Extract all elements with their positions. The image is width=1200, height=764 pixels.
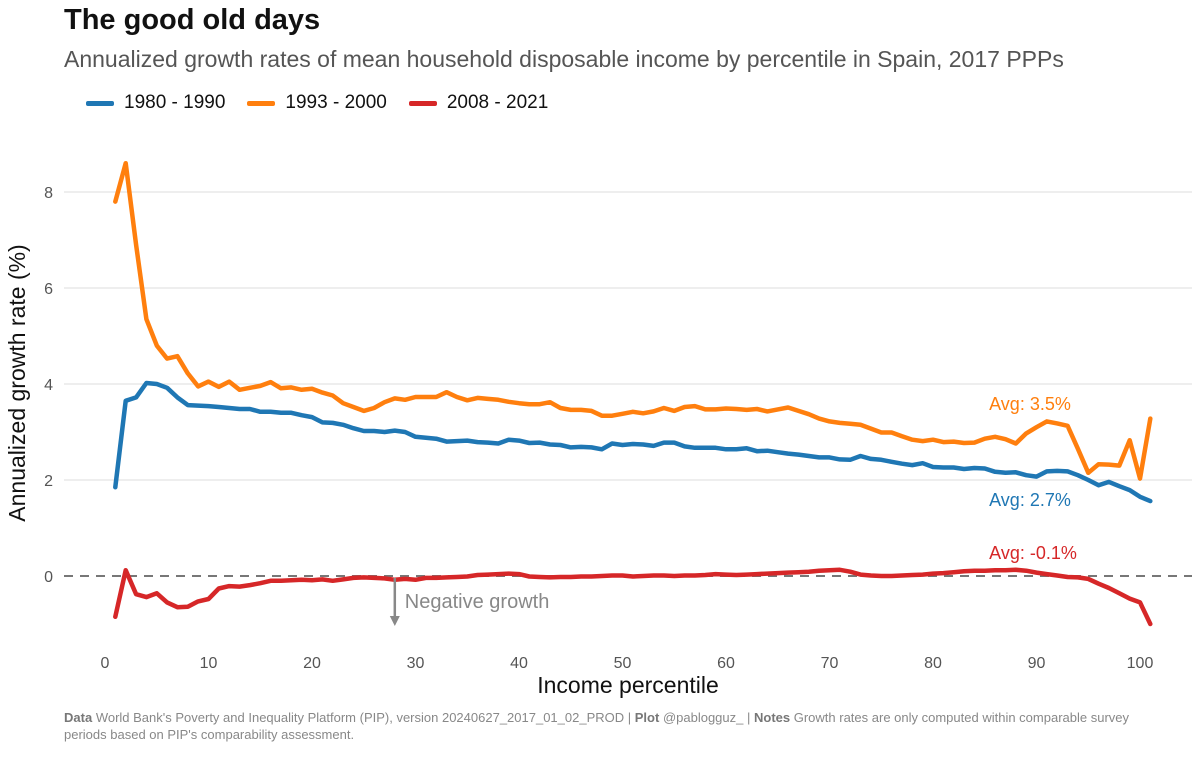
chart-title: The good old days — [64, 4, 321, 36]
series-line-1980-1990 — [113, 380, 1153, 504]
x-tick-label-10: 10 — [200, 655, 218, 672]
y-axis-label: Annualized growth rate (%) — [4, 244, 30, 521]
legend-item-1993-2000: 1993 - 2000 — [247, 92, 387, 114]
y-tick-label-6: 6 — [44, 281, 53, 298]
y-tick-labels: 0 2 4 6 8 — [44, 185, 53, 586]
x-axis-label: Income percentile — [537, 672, 719, 698]
x-tick-label-70: 70 — [821, 655, 839, 672]
series-average-labels: Avg: 2.7% Avg: 3.5% Avg: -0.1% — [989, 394, 1077, 563]
x-tick-label-80: 80 — [924, 655, 942, 672]
x-tick-label-60: 60 — [717, 655, 735, 672]
x-tick-label-100: 100 — [1127, 655, 1154, 672]
annotation-arrow-head — [389, 616, 400, 626]
legend: 1980 - 1990 1993 - 2000 2008 - 2021 — [86, 92, 570, 114]
x-tick-label-50: 50 — [614, 655, 632, 672]
negative-growth-annotation: Negative growth — [389, 578, 550, 626]
x-tick-label-90: 90 — [1028, 655, 1046, 672]
grid-lines — [64, 191, 1192, 481]
legend-swatch-1993-2000 — [247, 100, 276, 106]
series-line-1993-2000 — [113, 160, 1153, 481]
y-tick-label-8: 8 — [44, 185, 53, 202]
series-line-2008-2021 — [113, 567, 1153, 627]
x-tick-labels: 0 10 20 30 40 50 60 70 80 90 100 — [101, 655, 1154, 672]
caption-data-label: Data — [64, 710, 93, 725]
x-tick-label-40: 40 — [510, 655, 528, 672]
legend-item-2008-2021: 2008 - 2021 — [408, 92, 549, 114]
x-tick-label-20: 20 — [303, 655, 321, 672]
y-tick-label-4: 4 — [44, 377, 53, 394]
annotation-label: Negative growth — [405, 591, 550, 613]
series-avg-label-2008-2021: Avg: -0.1% — [989, 543, 1077, 563]
caption-notes-label: Notes — [753, 710, 791, 725]
x-tick-label-30: 30 — [407, 655, 425, 672]
y-tick-label-2: 2 — [44, 473, 53, 490]
y-tick-label-0: 0 — [44, 569, 53, 586]
caption-notes-text: Growth rates are only computed within co… — [64, 710, 1129, 742]
x-tick-label-0: 0 — [101, 655, 110, 672]
series-lines — [113, 160, 1153, 627]
legend-label-1980-1990: 1980 - 1990 — [124, 92, 226, 113]
caption-data-text: World Bank's Poverty and Inequality Plat… — [95, 710, 632, 725]
legend-label-2008-2021: 2008 - 2021 — [446, 92, 549, 113]
legend-swatch-2008-2021 — [408, 100, 437, 106]
chart-subtitle: Annualized growth rates of mean househol… — [64, 46, 1064, 72]
series-avg-label-1993-2000: Avg: 3.5% — [989, 394, 1071, 414]
caption-plot-label: Plot — [634, 710, 660, 725]
series-avg-label-1980-1990: Avg: 2.7% — [989, 490, 1071, 510]
legend-swatch-1980-1990 — [86, 100, 114, 106]
caption-plot-text: @pablogguz_ | — [662, 710, 751, 725]
caption: Data World Bank's Poverty and Inequality… — [64, 709, 1144, 743]
legend-item-1980-1990: 1980 - 1990 — [86, 92, 225, 114]
legend-label-1993-2000: 1993 - 2000 — [285, 92, 387, 113]
